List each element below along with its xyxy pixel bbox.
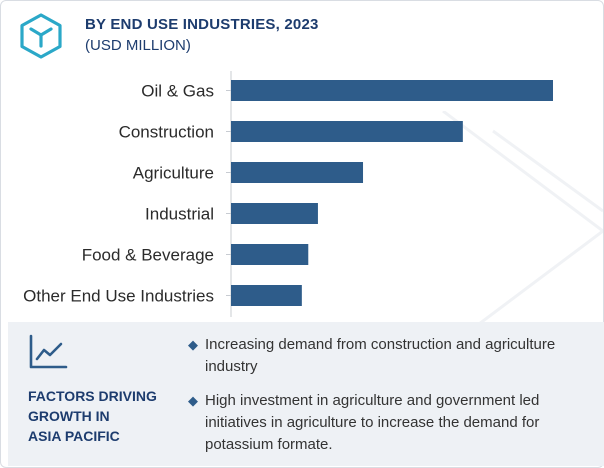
factors-heading: FACTORS DRIVING GROWTH IN ASIA PACIFIC — [28, 388, 157, 444]
bar — [231, 203, 318, 224]
bar-chart: Oil & Gas Construction Agriculture Industri… — [23, 71, 553, 317]
bar — [231, 285, 302, 306]
diamond-bullet-icon: ◆ — [188, 337, 198, 352]
trend-line-icon — [29, 334, 68, 369]
factor-item: ◆ Increasing demand from construction an… — [188, 334, 596, 378]
bar — [231, 121, 463, 142]
chart-title: BY END USE INDUSTRIES, 2023 — [85, 16, 319, 33]
category-label: Construction — [119, 123, 214, 142]
cube-logo-icon — [20, 13, 62, 59]
category-label: Industrial — [145, 205, 214, 224]
bar — [231, 80, 553, 101]
bar — [231, 162, 364, 183]
decorative-chevron-pattern — [442, 111, 603, 351]
diamond-bullet-icon: ◆ — [188, 393, 198, 408]
factor-text: High investment in agriculture and gover… — [205, 392, 540, 453]
chart-subtitle: (USD MILLION) — [85, 37, 191, 54]
category-label: Agriculture — [133, 164, 214, 183]
growth-factors-panel: FACTORS DRIVING GROWTH IN ASIA PACIFIC ◆… — [8, 322, 604, 466]
category-label: Oil & Gas — [141, 82, 214, 101]
bar — [231, 244, 309, 265]
factor-item: ◆ High investment in agriculture and gov… — [188, 390, 596, 456]
category-label: Other End Use Industries — [23, 287, 214, 306]
factor-text: Increasing demand from construction and … — [205, 336, 556, 375]
factors-list: ◆ Increasing demand from construction an… — [188, 334, 596, 468]
category-label: Food & Beverage — [82, 246, 214, 265]
